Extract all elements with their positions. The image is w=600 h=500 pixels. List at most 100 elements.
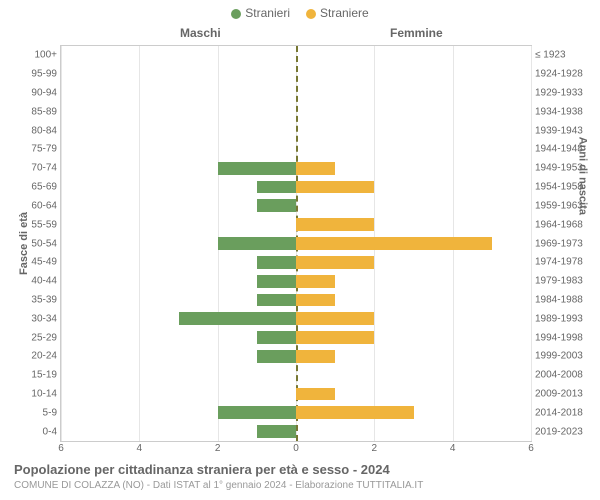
bar-female <box>296 256 374 269</box>
birth-year-label: 1929-1933 <box>535 88 583 99</box>
legend-swatch <box>306 9 316 19</box>
bar-male <box>257 256 296 269</box>
chart-row <box>61 49 531 62</box>
bar-male <box>257 331 296 344</box>
bar-male <box>257 275 296 288</box>
bar-female <box>296 312 374 325</box>
bar-male <box>257 294 296 307</box>
bar-female <box>296 275 335 288</box>
birth-year-label: 1989-1993 <box>535 313 583 324</box>
age-label: 40-44 <box>17 276 57 287</box>
birth-year-label: 2009-2013 <box>535 388 583 399</box>
chart-row <box>61 275 531 288</box>
age-label: 25-29 <box>17 332 57 343</box>
chart-row <box>61 388 531 401</box>
bar-male <box>257 199 296 212</box>
plot-area: 6420246100+≤ 192395-991924-192890-941929… <box>60 45 532 442</box>
chart-row <box>61 68 531 81</box>
bar-female <box>296 406 414 419</box>
birth-year-label: 1994-1998 <box>535 332 583 343</box>
age-label: 70-74 <box>17 163 57 174</box>
chart-row <box>61 256 531 269</box>
age-label: 5-9 <box>17 407 57 418</box>
y-axis-title-left: Fasce di età <box>18 212 30 275</box>
chart-row <box>61 425 531 438</box>
subhead-male: Maschi <box>180 26 221 40</box>
age-label: 90-94 <box>17 88 57 99</box>
bar-male <box>218 237 296 250</box>
birth-year-label: 1969-1973 <box>535 238 583 249</box>
age-label: 75-79 <box>17 144 57 155</box>
birth-year-label: 1979-1983 <box>535 276 583 287</box>
age-label: 85-89 <box>17 106 57 117</box>
birth-year-label: 2004-2008 <box>535 370 583 381</box>
bar-female <box>296 294 335 307</box>
chart-row <box>61 124 531 137</box>
birth-year-label: 2014-2018 <box>535 407 583 418</box>
gridline-v <box>531 46 532 441</box>
chart-row <box>61 294 531 307</box>
birth-year-label: 1999-2003 <box>535 351 583 362</box>
birth-year-label: 1974-1978 <box>535 257 583 268</box>
birth-year-label: 2019-2023 <box>535 426 583 437</box>
x-tick-label: 6 <box>58 443 64 454</box>
age-label: 0-4 <box>17 426 57 437</box>
chart-row <box>61 143 531 156</box>
x-tick-label: 0 <box>293 443 299 454</box>
bar-female <box>296 181 374 194</box>
chart-row <box>61 350 531 363</box>
chart-row <box>61 87 531 100</box>
chart-legend: Stranieri Straniere <box>0 6 600 20</box>
bar-male <box>218 162 296 175</box>
y-axis-title-right: Anni di nascita <box>576 137 588 215</box>
age-label: 95-99 <box>17 69 57 80</box>
birth-year-label: 1984-1988 <box>535 294 583 305</box>
age-label: 60-64 <box>17 200 57 211</box>
bar-female <box>296 331 374 344</box>
chart-row <box>61 237 531 250</box>
chart-row <box>61 369 531 382</box>
age-label: 30-34 <box>17 313 57 324</box>
bar-male <box>257 181 296 194</box>
age-label: 20-24 <box>17 351 57 362</box>
bar-male <box>257 350 296 363</box>
bar-female <box>296 388 335 401</box>
bar-female <box>296 237 492 250</box>
population-pyramid-chart: StranieriStraniere Maschi Femmine 642024… <box>0 0 600 500</box>
x-tick-label: 6 <box>528 443 534 454</box>
birth-year-label: 1924-1928 <box>535 69 583 80</box>
birth-year-label: ≤ 1923 <box>535 50 566 61</box>
legend-swatch <box>231 9 241 19</box>
age-label: 35-39 <box>17 294 57 305</box>
x-tick-label: 4 <box>450 443 456 454</box>
chart-row <box>61 105 531 118</box>
age-label: 100+ <box>17 50 57 61</box>
chart-row <box>61 312 531 325</box>
chart-row <box>61 181 531 194</box>
chart-row <box>61 218 531 231</box>
bar-female <box>296 162 335 175</box>
legend-item: Straniere <box>306 6 369 20</box>
birth-year-label: 1964-1968 <box>535 219 583 230</box>
bar-female <box>296 218 374 231</box>
x-tick-label: 4 <box>137 443 143 454</box>
age-label: 80-84 <box>17 125 57 136</box>
bar-female <box>296 350 335 363</box>
birth-year-label: 1939-1943 <box>535 125 583 136</box>
bar-male <box>257 425 296 438</box>
chart-row <box>61 162 531 175</box>
chart-title: Popolazione per cittadinanza straniera p… <box>14 462 390 477</box>
chart-row <box>61 331 531 344</box>
chart-subtitle: COMUNE DI COLAZZA (NO) - Dati ISTAT al 1… <box>14 480 423 491</box>
x-tick-label: 2 <box>215 443 221 454</box>
bar-male <box>218 406 296 419</box>
legend-label: Stranieri <box>245 6 290 20</box>
age-label: 10-14 <box>17 388 57 399</box>
chart-row <box>61 199 531 212</box>
birth-year-label: 1934-1938 <box>535 106 583 117</box>
chart-row <box>61 406 531 419</box>
x-tick-label: 2 <box>372 443 378 454</box>
subhead-female: Femmine <box>390 26 443 40</box>
age-label: 65-69 <box>17 182 57 193</box>
legend-label: Straniere <box>320 6 369 20</box>
